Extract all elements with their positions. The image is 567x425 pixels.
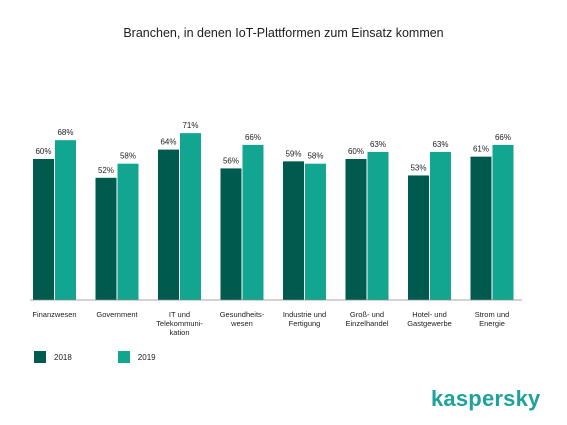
- legend-label-2019: 2019: [137, 352, 156, 362]
- legend: 2018 2019: [34, 351, 156, 363]
- data-label-2019-7: 66%: [495, 133, 511, 142]
- bar-2018-2: [158, 149, 179, 300]
- category-label-2-1: Telekommuni-: [156, 319, 203, 328]
- bar-2019-0: [55, 140, 76, 300]
- bar-2019-1: [117, 163, 139, 300]
- data-label-2019-3: 66%: [245, 133, 261, 142]
- bar-2018-1: [95, 177, 117, 300]
- chart-title: Branchen, in denen IoT-Plattformen zum E…: [123, 26, 444, 40]
- bar-2019-4: [305, 163, 326, 300]
- bar-2018-6: [408, 175, 429, 300]
- legend-swatch-2018: [34, 351, 46, 363]
- data-label-2018-4: 59%: [285, 149, 301, 158]
- data-label-2018-6: 53%: [410, 163, 426, 172]
- data-label-2019-0: 68%: [57, 128, 73, 137]
- data-label-2019-1: 58%: [120, 152, 136, 161]
- bar-2018-0: [33, 159, 54, 300]
- bars-group: 60% 68% 52% 58% 64% 71% 56% 66% 59% 58% 60% 63% 53% 6…: [33, 121, 514, 300]
- category-label-5-0: Groß- und: [350, 310, 384, 319]
- data-label-2019-4: 58%: [307, 152, 323, 161]
- data-label-2018-1: 52%: [98, 166, 114, 175]
- bar-2019-3: [242, 144, 264, 300]
- category-label-4-0: Industrie und: [283, 310, 326, 319]
- bar-2019-5: [367, 151, 389, 300]
- category-label-0-0: Finanzwesen: [32, 310, 76, 319]
- legend-item-2019: 2019: [117, 351, 156, 363]
- legend-item-2018: 2018: [34, 351, 72, 363]
- category-label-7-1: Energie: [479, 319, 505, 328]
- bar-2019-6: [430, 151, 451, 300]
- data-label-2018-5: 60%: [348, 147, 364, 156]
- category-label-5-1: Einzelhandel: [346, 319, 389, 328]
- category-label-7-0: Strom und: [475, 310, 510, 319]
- category-label-6-1: Gastgewerbe: [407, 319, 452, 328]
- bar-2018-4: [283, 161, 304, 300]
- kaspersky-logo: kaspersky: [431, 386, 541, 411]
- data-label-2019-2: 71%: [182, 121, 198, 130]
- category-label-1-0: Government: [96, 310, 138, 319]
- category-labels: Finanzwesen Government IT undTelekommuni-k…: [32, 310, 509, 337]
- category-label-6-0: Hotel- und: [412, 310, 447, 319]
- bar-2018-3: [220, 168, 242, 300]
- data-label-2019-6: 63%: [432, 140, 448, 149]
- bar-2018-7: [470, 156, 492, 300]
- category-label-3-0: Gesundheits-: [220, 310, 265, 319]
- bar-2019-2: [180, 133, 201, 300]
- bar-2018-5: [345, 159, 367, 300]
- category-label-2-2: kation: [169, 328, 189, 337]
- data-label-2018-3: 56%: [223, 156, 239, 165]
- data-label-2019-5: 63%: [370, 140, 386, 149]
- data-label-2018-7: 61%: [473, 145, 489, 154]
- data-label-2018-0: 60%: [35, 147, 51, 156]
- category-label-3-1: wesen: [230, 319, 253, 328]
- category-label-2-0: IT und: [169, 310, 190, 319]
- legend-label-2018: 2018: [54, 352, 72, 362]
- bar-2019-7: [492, 144, 514, 300]
- legend-swatch-2019: [117, 351, 130, 363]
- category-label-4-1: Fertigung: [289, 319, 321, 328]
- data-label-2018-2: 64%: [160, 138, 176, 147]
